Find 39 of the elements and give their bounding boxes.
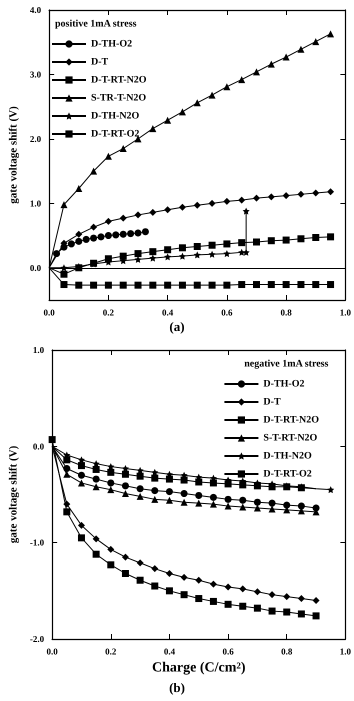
x-tick-label: 0.0: [46, 646, 58, 656]
text: (a): [169, 319, 185, 334]
legend-label: D-T-RT-N2O: [263, 414, 320, 426]
legend-label: S-TR-T-N2O: [91, 92, 146, 104]
y-tick-label: 4.0: [30, 5, 42, 15]
y-tick-label: 0.0: [30, 262, 42, 273]
y-tick-label: 1.0: [30, 198, 42, 208]
x-tick-label: 0.6: [222, 646, 234, 656]
legend-label: D-TH-O2: [91, 38, 132, 50]
y-tick-label: -2.0: [30, 634, 45, 644]
legend-title: negative 1mA stress: [244, 358, 329, 370]
y-tick-label: -1.0: [30, 538, 45, 548]
y-tick-label: 1.0: [32, 345, 45, 355]
y-tick-label: 2.0: [30, 134, 42, 144]
legend-label: D-T-RT-O2: [263, 468, 312, 480]
x-tick-label: 0.2: [102, 308, 115, 318]
x-tick-label: 0.2: [105, 646, 117, 656]
legend-label: D-T: [263, 396, 281, 408]
legend-label: D-T-RT-O2: [91, 128, 140, 140]
x-tick-label: 0.8: [280, 308, 292, 318]
x-tick-label: 0.4: [162, 308, 174, 318]
legend-label: D-T-RT-N2O: [91, 74, 147, 86]
legend-label: D-TH-N2O: [263, 450, 312, 462]
legend-label: D-TH-N2O: [91, 110, 140, 122]
y-axis-title: gate voltage shift (V): [8, 445, 20, 544]
y-tick-label: 3.0: [30, 69, 42, 80]
x-tick-label: 1.0: [340, 308, 352, 318]
x-tick-label: 0.4: [164, 646, 176, 656]
x-tick-label: 0.8: [281, 646, 293, 656]
y-tick-label: 0.0: [32, 441, 45, 452]
x-tick-label: 1.0: [340, 646, 352, 656]
x-tick-label: 0.0: [44, 308, 56, 318]
y-axis-title: gate voltage shift (V): [8, 106, 20, 204]
legend-label: S-T-RT-N2O: [263, 432, 318, 444]
x-tick-label: 0.6: [221, 308, 234, 318]
legend-label: D-T: [91, 56, 109, 68]
text: (b): [169, 680, 185, 695]
legend-title: positive 1mA stress: [55, 18, 137, 30]
legend-label: D-TH-O2: [263, 378, 305, 390]
